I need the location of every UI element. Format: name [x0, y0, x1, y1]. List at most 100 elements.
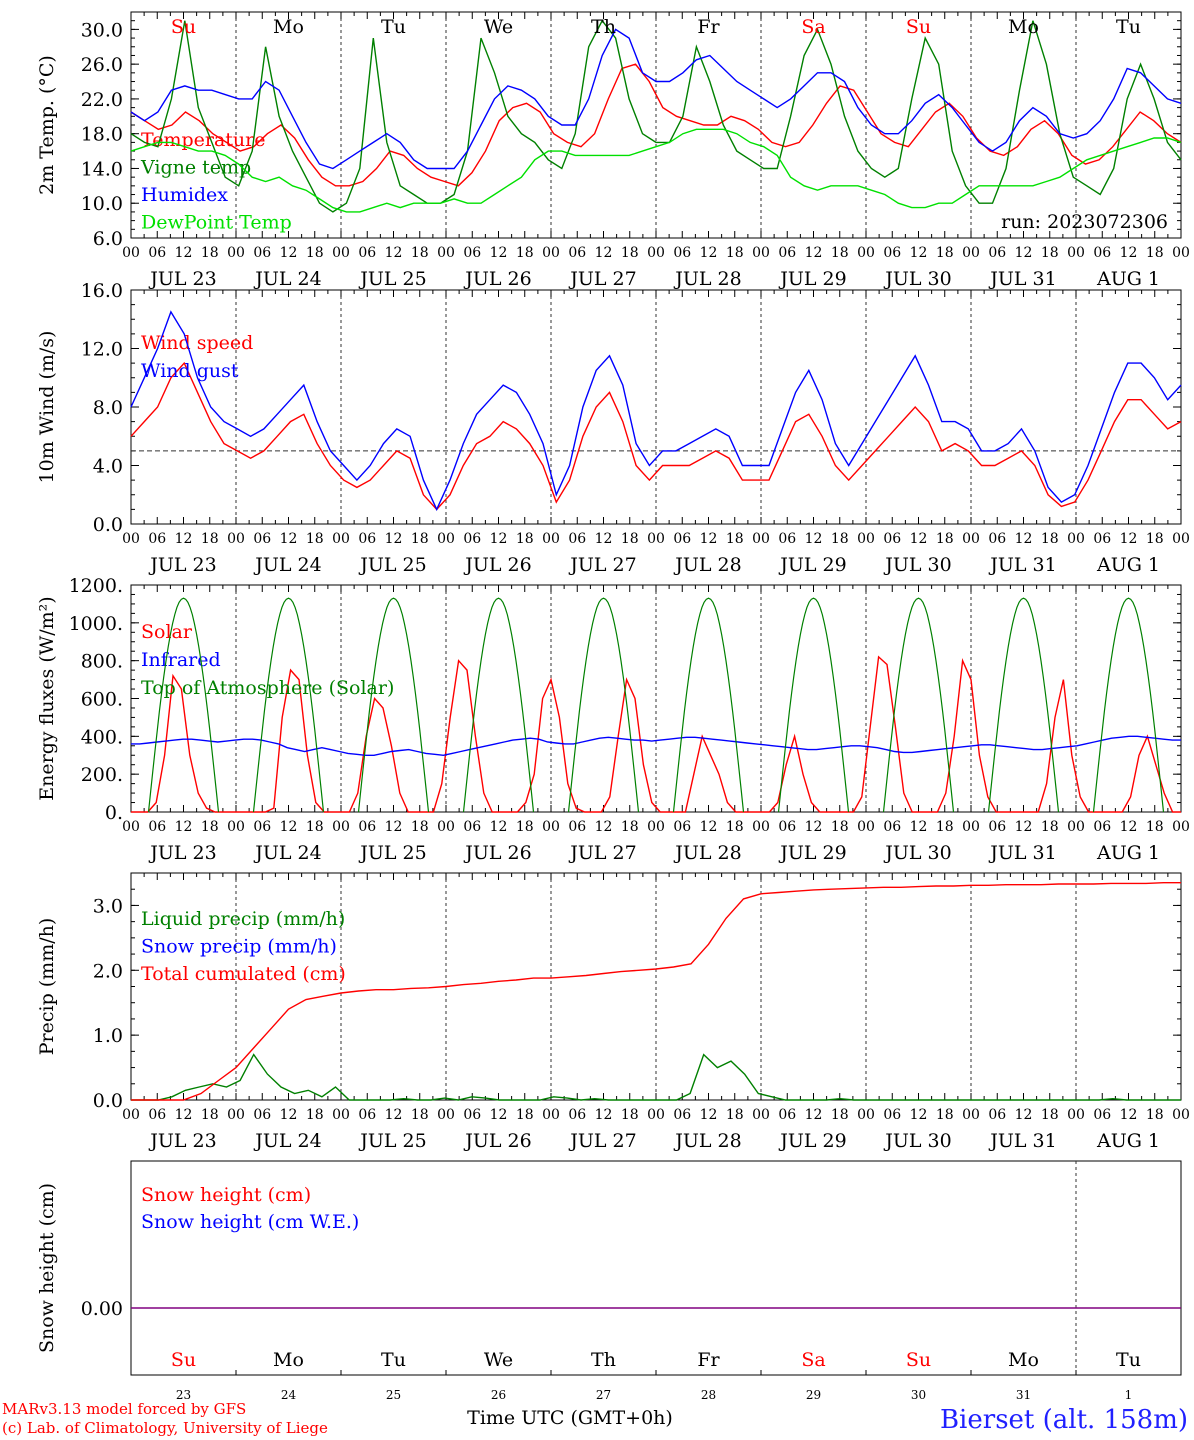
date-label: JUL 24	[253, 842, 321, 864]
date-label: JUL 27	[568, 268, 636, 290]
hour-tick-label: 00	[542, 819, 560, 835]
toa-solar-arc	[1092, 597, 1165, 813]
weekday-label: Mo	[1008, 16, 1039, 38]
day-number-label: 26	[491, 1388, 506, 1402]
weekday-label: Tu	[381, 16, 406, 38]
date-label: JUL 25	[358, 1130, 426, 1152]
legend-entry: Snow height (cm)	[141, 1184, 311, 1206]
hour-tick-label: 12	[1120, 819, 1138, 835]
hour-tick-label: 18	[516, 1107, 534, 1123]
hour-tick-label: 18	[306, 531, 324, 547]
date-label: AUG 1	[1096, 1130, 1160, 1152]
hour-tick-label: 00	[437, 819, 455, 835]
hour-tick-label: 06	[148, 531, 166, 547]
hour-tick-label: 06	[463, 531, 481, 547]
y-tick-label: 10.0	[81, 193, 123, 215]
hour-tick-label: 00	[857, 819, 875, 835]
hour-tick-label: 06	[673, 245, 691, 261]
y-tick-label: 1200.	[69, 575, 123, 597]
y-tick-label: 0.0	[93, 514, 123, 536]
toa-solar-arc	[672, 597, 745, 813]
hour-tick-label: 06	[358, 819, 376, 835]
hour-tick-label: 12	[490, 245, 508, 261]
panel-3: 00 06 12 18 00 06 12 18 00 06 12 18 00 06 12 18 00 06 12 18…	[36, 575, 1190, 864]
hour-tick-label: 18	[201, 531, 219, 547]
day-number-label: 1	[1125, 1388, 1133, 1402]
hour-tick-label: 06	[358, 1107, 376, 1123]
y-tick-label: 26.0	[81, 54, 123, 76]
hour-tick-label: 00	[857, 245, 875, 261]
hour-tick-label: 18	[306, 1107, 324, 1123]
hour-tick-label: 12	[805, 245, 823, 261]
hour-tick-label: 18	[306, 245, 324, 261]
hour-tick-label: 18	[936, 531, 954, 547]
date-label: AUG 1	[1096, 268, 1160, 290]
hour-tick-label: 12	[1120, 531, 1138, 547]
hour-tick-label: 06	[1093, 819, 1111, 835]
run-label: run: 2023072306	[1001, 211, 1168, 233]
date-label: JUL 23	[148, 842, 216, 864]
weekday-label: Fr	[697, 1349, 720, 1371]
hour-tick-label: 06	[883, 245, 901, 261]
hour-tick-label: 06	[253, 1107, 271, 1123]
hour-tick-label: 18	[516, 531, 534, 547]
hour-tick-label: 12	[280, 1107, 298, 1123]
series-line-humidex	[130, 28, 1182, 170]
hour-tick-label: 00	[1067, 1107, 1085, 1123]
hour-tick-label: 00	[647, 245, 665, 261]
hour-tick-label: 06	[568, 531, 586, 547]
hour-tick-label: 00	[542, 1107, 560, 1123]
date-label: JUL 30	[883, 268, 951, 290]
date-label: JUL 29	[778, 842, 846, 864]
date-label: AUG 1	[1096, 554, 1160, 576]
series-line-vigne-temp	[130, 19, 1182, 213]
hour-tick-label: 12	[1015, 819, 1033, 835]
hour-tick-label: 06	[883, 1107, 901, 1123]
hour-tick-label: 00	[962, 1107, 980, 1123]
hour-tick-label: 06	[148, 1107, 166, 1123]
hour-tick-label: 06	[778, 245, 796, 261]
hour-tick-label: 06	[778, 1107, 796, 1123]
toa-solar-arc	[567, 597, 640, 813]
hour-tick-label: 18	[726, 819, 744, 835]
hour-tick-label: 12	[385, 245, 403, 261]
hour-tick-label: 12	[910, 531, 928, 547]
y-tick-label: 12.0	[81, 339, 123, 361]
hour-tick-label: 00	[227, 245, 245, 261]
y-axis-label: 10m Wind (m/s)	[36, 331, 58, 484]
date-label: JUL 24	[253, 1130, 321, 1152]
hour-tick-label: 12	[700, 531, 718, 547]
weekday-label: Su	[906, 16, 931, 38]
series-line-wind-speed	[130, 361, 1182, 511]
date-label: JUL 23	[148, 268, 216, 290]
y-tick-label: 18.0	[81, 124, 123, 146]
date-label: JUL 28	[673, 554, 741, 576]
hour-tick-label: 12	[595, 819, 613, 835]
hour-tick-label: 18	[936, 819, 954, 835]
hour-tick-label: 06	[568, 245, 586, 261]
hour-tick-label: 00	[647, 819, 665, 835]
hour-tick-label: 00	[437, 531, 455, 547]
hour-tick-label: 06	[568, 819, 586, 835]
toa-solar-arc	[462, 597, 535, 813]
y-tick-label: 600.	[81, 689, 123, 711]
hour-tick-label: 06	[253, 245, 271, 261]
meteogram-panels: 00 06 12 18 00 06 12 18 00 06 12 18 00 06 12 18 00 06 12 18…	[36, 11, 1190, 1402]
hour-tick-label: 00	[1067, 531, 1085, 547]
day-number-label: 28	[701, 1388, 716, 1402]
toa-solar-arc	[987, 597, 1060, 813]
hour-tick-label: 00	[332, 1107, 350, 1123]
date-label: JUL 28	[673, 1130, 741, 1152]
hour-tick-label: 12	[595, 245, 613, 261]
hour-tick-label: 18	[411, 531, 429, 547]
toa-solar-arc	[882, 597, 955, 813]
hour-tick-label: 06	[1093, 1107, 1111, 1123]
hour-tick-label: 12	[595, 1107, 613, 1123]
hour-tick-label: 06	[988, 819, 1006, 835]
legend-entry: DewPoint Temp	[141, 212, 292, 234]
hour-tick-label: 18	[516, 819, 534, 835]
hour-tick-label: 18	[1041, 1107, 1059, 1123]
weekday-label: Sa	[801, 16, 825, 38]
panel-1: 00 06 12 18 00 06 12 18 00 06 12 18 00 06 12 18 00 06 12 18…	[36, 11, 1190, 290]
legend-entry: Infrared	[141, 649, 221, 671]
